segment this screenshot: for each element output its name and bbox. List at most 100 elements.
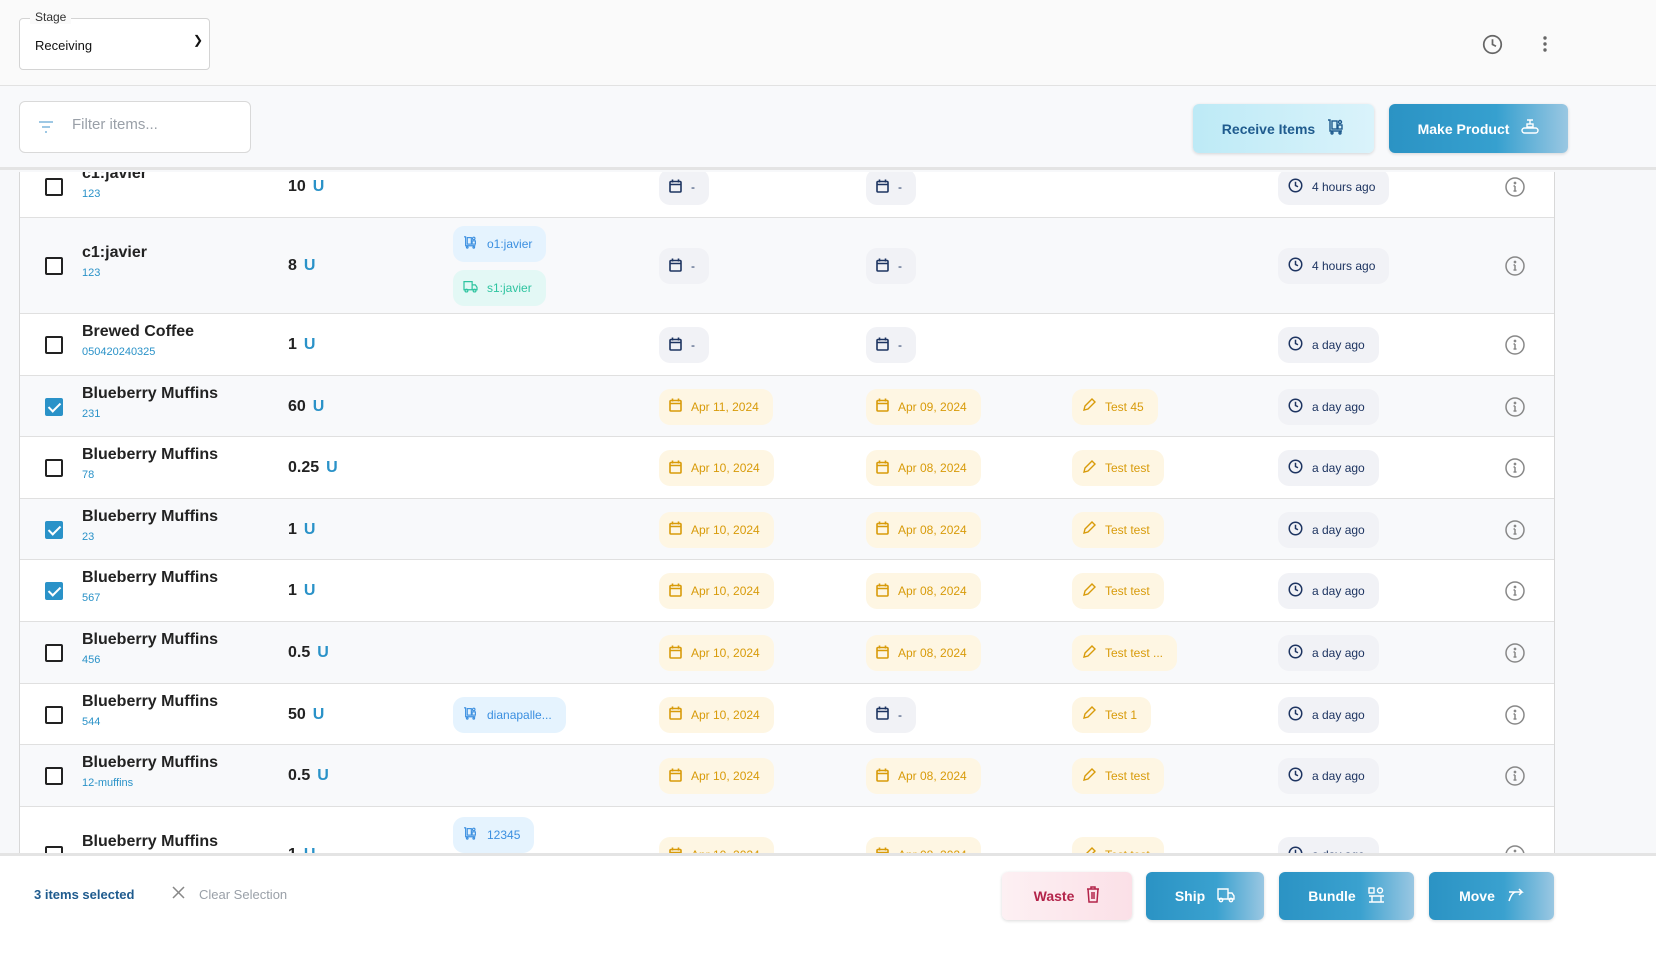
info-icon[interactable] [1505,458,1525,483]
filter-icon [38,120,54,139]
row-checkbox[interactable] [45,644,63,662]
history-icon[interactable] [1482,34,1503,60]
chevron-down-icon: ❯ [192,33,203,47]
info-icon[interactable] [1505,845,1525,853]
order-chip[interactable]: dianapalle... [453,696,566,733]
stage-select[interactable]: Stage Receiving ❯ [19,10,210,70]
calendar-icon [876,521,889,538]
conveyor-icon [1521,119,1540,138]
chip-label: dianapalle... [487,707,552,722]
shipment-chip[interactable]: s1:javier [453,270,546,306]
waste-label: Waste [1033,888,1075,904]
calendar-icon [669,337,682,354]
quantity-value: 1 [288,582,297,599]
bundle-button[interactable]: Bundle [1279,872,1414,920]
info-icon[interactable] [1505,704,1525,730]
item-name: c1:javier [82,244,147,261]
table-row[interactable]: Blueberry Muffins 1U 12345 Apr 10, 2024 Apr… [20,807,1554,853]
date-chip-2: Apr 08, 2024 [866,758,981,794]
more-options-icon[interactable] [1540,34,1550,59]
note-chip[interactable]: Test 1 [1072,696,1152,733]
note-chip[interactable]: Test test ... [1072,635,1178,671]
calendar-icon [876,847,889,853]
row-checkbox[interactable] [45,336,63,354]
note-text: Test test [1105,769,1150,783]
date-chip-2: Apr 09, 2024 [866,388,981,425]
row-checkbox[interactable] [45,520,63,539]
item-name: Blueberry Muffins [82,833,219,850]
row-checkbox[interactable] [45,397,63,416]
item-name: Blueberry Muffins [82,631,219,648]
items-table: c1:javier 123 10 U - -4 hours ago c1:javier… [19,172,1555,853]
row-checkbox[interactable] [45,257,63,275]
info-icon[interactable] [1505,256,1525,281]
info-icon[interactable] [1505,581,1525,606]
table-row[interactable]: Blueberry Muffins 456 0.5 U Apr 10, 2024 Ap… [20,622,1554,684]
note-chip[interactable]: Test test [1072,758,1164,794]
note-chip[interactable]: Test test [1072,837,1164,853]
receive-items-button[interactable]: Receive Items [1193,104,1374,153]
date-value: Apr 10, 2024 [691,522,760,537]
quantity-value: 0.5 [288,767,311,784]
trash-icon [1086,886,1100,906]
filter-input[interactable] [72,116,232,133]
make-product-button[interactable]: Make Product [1389,104,1568,153]
note-chip[interactable]: Test test [1072,511,1164,548]
info-icon[interactable] [1505,396,1525,422]
item-name: c1:javier [82,172,147,182]
time-ago: a day ago [1312,338,1365,352]
order-chip[interactable]: 12345 [453,817,535,853]
clock-icon [1288,459,1303,477]
item-code: 123 [82,267,101,279]
date-value: - [691,338,695,352]
time-ago: a day ago [1312,769,1365,783]
info-icon[interactable] [1505,177,1525,202]
table-row[interactable]: Blueberry Muffins 12-muffins 0.5 U Apr 10,… [20,745,1554,807]
info-icon[interactable] [1505,643,1525,668]
date-chip-2: - [866,248,916,284]
clear-selection-button[interactable]: Clear Selection [172,886,287,902]
info-icon[interactable] [1505,766,1525,791]
row-checkbox[interactable] [45,846,63,853]
table-row[interactable]: c1:javier 123 10 U - - 4 hours ago [20,172,1554,218]
table-row[interactable]: Blueberry Muffins 231 60 U Apr 11, 2024 Apr… [20,376,1554,437]
table-row[interactable]: Blueberry Muffins 23 1 U Apr 10, 2024 Apr 0… [20,499,1554,560]
item-code: 23 [82,530,95,543]
move-button[interactable]: Move [1429,872,1554,920]
clock-icon [1288,644,1303,662]
note-chip[interactable]: Test test [1072,450,1164,486]
date-chip-1: Apr 11, 2024 [659,388,773,425]
unit-label: U [303,520,316,538]
row-checkbox[interactable] [45,459,63,477]
date-chip-2: Apr 08, 2024 [866,511,981,548]
note-chip[interactable]: Test 45 [1072,388,1158,425]
waste-button[interactable]: Waste [1002,872,1132,920]
order-chip[interactable]: o1:javier [453,226,547,262]
date-value: Apr 08, 2024 [898,769,967,783]
calendar-icon [876,179,889,196]
table-row[interactable]: Blueberry Muffins 567 1 U Apr 10, 2024 Apr … [20,560,1554,622]
time-chip: a day ago [1278,696,1379,733]
item-name: Blueberry Muffins [82,507,219,525]
note-chip[interactable]: Test test [1072,573,1164,609]
note-text: Test 1 [1105,707,1138,722]
quantity-value: 60 [288,397,306,415]
table-row[interactable]: Blueberry Muffins 78 0.25 U Apr 10, 2024 Ap… [20,437,1554,499]
row-checkbox[interactable] [45,582,63,600]
pencil-icon [1082,521,1096,538]
unit-label: U [312,397,325,415]
info-icon[interactable] [1505,519,1525,545]
row-checkbox[interactable] [45,767,63,785]
row-checkbox[interactable] [45,178,63,196]
date-value: Apr 10, 2024 [691,646,760,660]
info-icon[interactable] [1505,335,1525,360]
ship-button[interactable]: Ship [1146,872,1264,920]
clear-selection-label: Clear Selection [199,886,288,902]
item-name: Blueberry Muffins [82,754,219,771]
bundle-label: Bundle [1308,888,1356,904]
row-checkbox[interactable] [45,705,63,724]
